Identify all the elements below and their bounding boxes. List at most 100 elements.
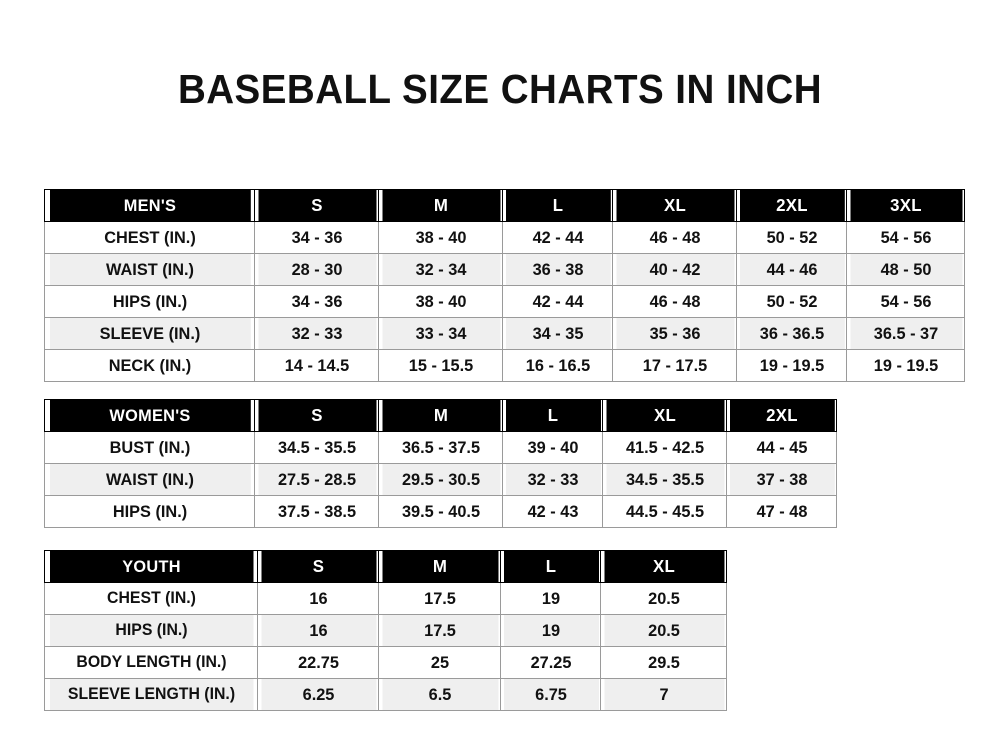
womens-header-category: WOMEN'S [48,399,251,432]
mens-header-3xl: 3XL [848,189,963,222]
row-label: SLEEVE (IN.) [48,317,251,350]
cell-value: 41.5 - 42.5 [604,431,725,464]
cell-value: 42 - 44 [504,285,611,318]
cell-value: 15 - 15.5 [380,349,501,382]
cell-value: 20.5 [602,582,725,615]
table-header-row: YOUTH S M L XL [45,550,727,583]
table-row: CHEST (IN.) 34 - 36 38 - 40 42 - 44 46 -… [45,221,965,254]
womens-header-s: S [256,399,377,432]
cell-value: 44 - 45 [728,431,835,464]
cell-value: 7 [602,678,725,711]
table-row: NECK (IN.) 14 - 14.5 15 - 15.5 16 - 16.5… [45,349,965,382]
row-label: WAIST (IN.) [48,463,251,496]
cell-value: 20.5 [602,614,725,647]
cell-value: 34.5 - 35.5 [604,463,725,496]
cell-value: 36 - 36.5 [738,317,845,350]
cell-value: 14 - 14.5 [256,349,377,382]
cell-value: 36.5 - 37 [848,317,963,350]
womens-header-xl: XL [604,399,725,432]
cell-value: 6.5 [380,678,499,711]
mens-header-2xl: 2XL [738,189,845,222]
cell-value: 6.75 [502,678,599,711]
row-label: BODY LENGTH (IN.) [48,646,254,679]
cell-value: 34 - 36 [256,221,377,254]
youth-table-body: CHEST (IN.) 16 17.5 19 20.5 HIPS (IN.) 1… [45,582,727,711]
cell-value: 32 - 33 [504,463,601,496]
mens-header-m: M [380,189,501,222]
cell-value: 42 - 44 [504,221,611,254]
table-row: SLEEVE (IN.) 32 - 33 33 - 34 34 - 35 35 … [45,317,965,350]
womens-size-table: WOMEN'S S M L XL 2XL BUST (IN.) 34.5 - 3… [44,399,837,528]
table-row: CHEST (IN.) 16 17.5 19 20.5 [45,582,727,615]
youth-table-header: YOUTH S M L XL [45,550,727,583]
mens-header-xl: XL [614,189,735,222]
row-label: HIPS (IN.) [48,495,251,528]
cell-value: 17.5 [380,582,499,615]
cell-value: 16 [259,582,377,615]
cell-value: 19 [502,614,599,647]
mens-table-header: MEN'S S M L XL 2XL 3XL [45,189,965,222]
cell-value: 34 - 36 [256,285,377,318]
cell-value: 22.75 [259,646,377,679]
page-title: BASEBALL SIZE CHARTS IN INCH [177,66,823,112]
row-label: WAIST (IN.) [48,253,251,286]
mens-size-table: MEN'S S M L XL 2XL 3XL CHEST (IN.) 34 - … [44,189,965,382]
cell-value: 46 - 48 [614,285,735,318]
womens-table-body: BUST (IN.) 34.5 - 35.5 36.5 - 37.5 39 - … [45,431,837,528]
table-row: HIPS (IN.) 37.5 - 38.5 39.5 - 40.5 42 - … [45,495,837,528]
cell-value: 48 - 50 [848,253,963,286]
cell-value: 39 - 40 [504,431,601,464]
cell-value: 36 - 38 [504,253,611,286]
cell-value: 54 - 56 [848,221,963,254]
cell-value: 50 - 52 [738,285,845,318]
table-row: WAIST (IN.) 27.5 - 28.5 29.5 - 30.5 32 -… [45,463,837,496]
table-row: HIPS (IN.) 16 17.5 19 20.5 [45,614,727,647]
cell-value: 54 - 56 [848,285,963,318]
womens-header-2xl: 2XL [728,399,835,432]
cell-value: 25 [380,646,499,679]
row-label: CHEST (IN.) [48,582,254,615]
youth-header-category: YOUTH [48,550,254,583]
row-label: HIPS (IN.) [48,285,251,318]
mens-header-s: S [256,189,377,222]
youth-size-table: YOUTH S M L XL CHEST (IN.) 16 17.5 19 20… [44,550,727,711]
cell-value: 19 - 19.5 [848,349,963,382]
table-row: BUST (IN.) 34.5 - 35.5 36.5 - 37.5 39 - … [45,431,837,464]
cell-value: 44 - 46 [738,253,845,286]
cell-value: 38 - 40 [380,285,501,318]
table-header-row: MEN'S S M L XL 2XL 3XL [45,189,965,222]
cell-value: 28 - 30 [256,253,377,286]
youth-header-xl: XL [602,550,725,583]
cell-value: 32 - 33 [256,317,377,350]
cell-value: 19 [502,582,599,615]
cell-value: 27.25 [502,646,599,679]
cell-value: 47 - 48 [728,495,835,528]
cell-value: 16 - 16.5 [504,349,611,382]
cell-value: 36.5 - 37.5 [380,431,501,464]
row-label: CHEST (IN.) [48,221,251,254]
youth-header-l: L [502,550,599,583]
cell-value: 42 - 43 [504,495,601,528]
mens-header-category: MEN'S [48,189,251,222]
cell-value: 27.5 - 28.5 [256,463,377,496]
table-row: BODY LENGTH (IN.) 22.75 25 27.25 29.5 [45,646,727,679]
row-label: NECK (IN.) [48,349,251,382]
table-row: WAIST (IN.) 28 - 30 32 - 34 36 - 38 40 -… [45,253,965,286]
cell-value: 37.5 - 38.5 [256,495,377,528]
cell-value: 17 - 17.5 [614,349,735,382]
youth-header-m: M [380,550,499,583]
cell-value: 40 - 42 [614,253,735,286]
cell-value: 17.5 [380,614,499,647]
womens-header-m: M [380,399,501,432]
cell-value: 33 - 34 [380,317,501,350]
cell-value: 34.5 - 35.5 [256,431,377,464]
cell-value: 37 - 38 [728,463,835,496]
row-label: HIPS (IN.) [48,614,254,647]
cell-value: 44.5 - 45.5 [604,495,725,528]
cell-value: 46 - 48 [614,221,735,254]
mens-table-body: CHEST (IN.) 34 - 36 38 - 40 42 - 44 46 -… [45,221,965,382]
table-row: HIPS (IN.) 34 - 36 38 - 40 42 - 44 46 - … [45,285,965,318]
table-header-row: WOMEN'S S M L XL 2XL [45,399,837,432]
cell-value: 32 - 34 [380,253,501,286]
row-label: SLEEVE LENGTH (IN.) [48,678,254,711]
